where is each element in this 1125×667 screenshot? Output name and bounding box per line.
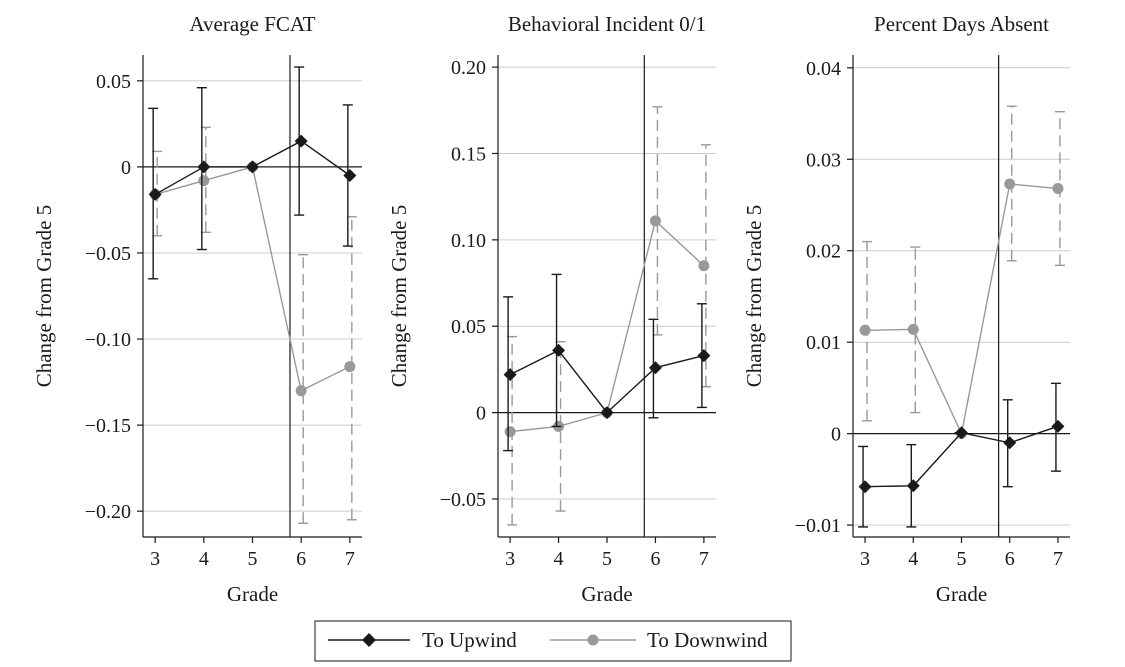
y-tick-label: −0.15 (85, 415, 131, 437)
x-axis-label: Grade (227, 582, 278, 606)
upwind-point (955, 426, 968, 440)
upwind-point (343, 169, 357, 182)
downwind-point (1004, 178, 1016, 190)
downwind-point (504, 426, 516, 438)
upwind-point (246, 160, 259, 174)
downwind-point (1052, 183, 1064, 195)
series-line (154, 166, 351, 392)
upwind-point (148, 187, 162, 201)
panel-title: Average FCAT (189, 12, 315, 36)
legend-downwind-label: To Downwind (647, 628, 768, 652)
upwind-point (197, 160, 211, 174)
legend-downwind-marker (587, 634, 599, 646)
x-tick-label: 3 (860, 548, 870, 570)
x-axis-label: Grade (581, 582, 632, 606)
y-tick-label: −0.10 (85, 329, 131, 351)
legend: To Upwind To Downwind (314, 620, 792, 662)
legend-box (314, 620, 792, 662)
y-axis-label: Change from Grade 5 (32, 205, 56, 388)
downwind-point (649, 215, 661, 227)
panels: 0.05 0 −0.05 −0.10 −0.15 −0.20 3 4 5 6 7 Average FC… (32, 12, 1070, 606)
panel-2: 0.20 0.15 0.10 0.05 0 −0.05 3 4 5 6 7 Behavioral In… (387, 12, 716, 606)
upwind-point (552, 343, 566, 357)
downwind-point (344, 361, 356, 373)
x-tick-label: 6 (296, 548, 306, 570)
y-tick-label: 0.01 (806, 332, 841, 354)
y-axis-label: Change from Grade 5 (742, 205, 766, 388)
upwind-point (648, 361, 662, 375)
x-tick-label: 7 (345, 548, 355, 570)
panel-1: 0.05 0 −0.05 −0.10 −0.15 −0.20 3 4 5 6 7 Average FC… (32, 12, 362, 606)
upwind-point (1003, 436, 1017, 450)
x-tick-label: 5 (248, 548, 258, 570)
y-tick-label: 0.05 (451, 316, 486, 338)
series-line (509, 349, 705, 414)
upwind-point (858, 480, 872, 494)
upwind-point (1051, 419, 1065, 433)
legend-upwind-marker (362, 633, 376, 647)
panel-3: 0.04 0.03 0.02 0.01 0 −0.01 3 4 5 6 7 Percent Days … (742, 12, 1070, 606)
panel-title: Behavioral Incident 0/1 (508, 12, 706, 36)
series-downwind (859, 105, 1065, 440)
x-tick-label: 7 (1053, 548, 1063, 570)
x-tick-label: 3 (150, 548, 160, 570)
panel-title: Percent Days Absent (874, 12, 1049, 36)
series-downwind (504, 106, 711, 526)
y-tick-label: 0.03 (806, 149, 841, 171)
y-tick-label: 0.15 (451, 143, 486, 165)
upwind-point (906, 479, 920, 493)
downwind-point (859, 324, 871, 336)
x-tick-label: 6 (650, 548, 660, 570)
y-tick-label: 0.02 (806, 241, 841, 263)
x-tick-label: 5 (602, 548, 612, 570)
series-upwind (503, 273, 711, 452)
y-tick-label: −0.20 (85, 501, 131, 523)
y-tick-label: 0.20 (451, 57, 486, 79)
y-tick-label: 0 (476, 403, 486, 425)
upwind-point (503, 368, 517, 382)
upwind-point (697, 349, 711, 363)
x-tick-label: 7 (699, 548, 709, 570)
x-tick-label: 5 (957, 548, 967, 570)
x-axis-label: Grade (936, 582, 987, 606)
series-downwind (149, 126, 357, 524)
y-tick-label: 0.04 (806, 58, 841, 80)
x-tick-label: 3 (505, 548, 515, 570)
y-tick-label: 0 (831, 424, 841, 446)
series-upwind (858, 382, 1065, 528)
series-upwind (148, 66, 357, 280)
downwind-point (907, 323, 919, 335)
y-tick-label: 0.10 (451, 230, 486, 252)
series-line (865, 183, 1059, 436)
legend-upwind-label: To Upwind (422, 628, 517, 652)
x-tick-label: 4 (199, 548, 209, 570)
y-tick-label: −0.01 (795, 515, 841, 537)
downwind-point (198, 175, 210, 187)
y-tick-label: 0 (121, 157, 131, 179)
x-tick-label: 4 (908, 548, 918, 570)
y-tick-label: −0.05 (440, 489, 486, 511)
x-tick-label: 6 (1005, 548, 1015, 570)
y-tick-label: −0.05 (85, 243, 131, 265)
upwind-point (294, 134, 308, 148)
downwind-point (295, 385, 307, 397)
y-axis-label: Change from Grade 5 (387, 205, 411, 388)
downwind-point (698, 260, 710, 272)
upwind-point (600, 406, 614, 420)
x-tick-label: 4 (554, 548, 564, 570)
y-tick-label: 0.05 (96, 71, 131, 93)
